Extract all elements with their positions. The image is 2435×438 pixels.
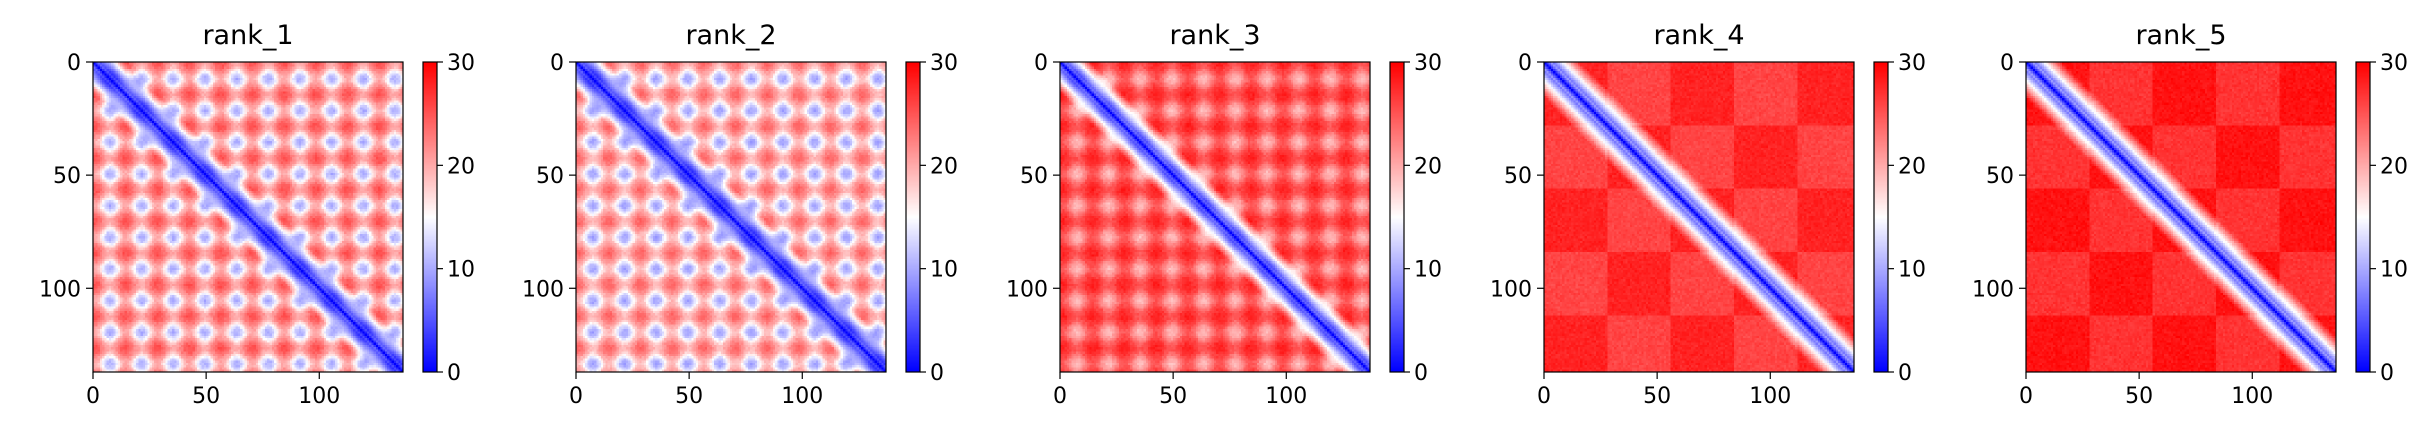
y-tick-label: 50	[53, 164, 81, 189]
colorbar	[906, 62, 920, 372]
colorbar-tick-label: 30	[2380, 51, 2408, 76]
y-tick-label: 100	[1006, 277, 1048, 302]
colorbar-tick-label: 0	[1898, 361, 1912, 386]
y-tick-label: 100	[522, 277, 564, 302]
x-tick-label: 0	[569, 384, 583, 409]
heatmap-panel-4: rank_4 0 50 100 0 50 100 0 10 20 30	[1490, 20, 1926, 409]
x-tick-label: 100	[298, 384, 340, 409]
x-tick-label: 50	[1159, 384, 1187, 409]
x-tick-label: 0	[1053, 384, 1067, 409]
heatmap-image	[576, 62, 886, 372]
colorbar	[2356, 62, 2370, 372]
heatmap-image	[2026, 62, 2336, 372]
colorbar-tick-label: 10	[930, 258, 958, 283]
x-tick-label: 0	[86, 384, 100, 409]
x-tick-label: 100	[781, 384, 823, 409]
y-tick-label: 0	[550, 51, 564, 76]
x-tick-label: 0	[2019, 384, 2033, 409]
heatmap-image	[93, 62, 403, 372]
colorbar-tick-label: 20	[1898, 154, 1926, 179]
colorbar-tick-label: 0	[1414, 361, 1428, 386]
colorbar-tick-label: 30	[447, 51, 475, 76]
y-tick-label: 100	[1972, 277, 2014, 302]
panel-title: rank_1	[202, 20, 293, 51]
colorbar-tick-label: 30	[930, 51, 958, 76]
y-tick-label: 50	[1504, 164, 1532, 189]
x-tick-label: 50	[2125, 384, 2153, 409]
heatmap-image	[1060, 62, 1370, 372]
colorbar-tick-label: 0	[447, 361, 461, 386]
colorbar-tick-label: 20	[1414, 154, 1442, 179]
colorbar-frame	[905, 61, 921, 373]
panel-title: rank_2	[685, 20, 776, 51]
x-tick-label: 50	[675, 384, 703, 409]
colorbar-frame	[1389, 61, 1405, 373]
y-tick-label: 50	[1020, 164, 1048, 189]
plot-frame	[92, 61, 404, 373]
colorbar-tick-label: 0	[930, 361, 944, 386]
x-tick-label: 0	[1537, 384, 1551, 409]
y-tick-label: 0	[67, 51, 81, 76]
panel-title: rank_4	[1653, 20, 1744, 51]
colorbar-frame	[422, 61, 438, 373]
x-tick-label: 100	[2231, 384, 2273, 409]
colorbar-tick-label: 10	[1898, 258, 1926, 283]
heatmap-image	[1544, 62, 1854, 372]
colorbar	[1874, 62, 1888, 372]
y-tick-label: 50	[1986, 164, 2014, 189]
colorbar-tick-label: 20	[2380, 154, 2408, 179]
colorbar-frame	[1873, 61, 1889, 373]
x-tick-label: 100	[1265, 384, 1307, 409]
y-tick-label: 100	[39, 277, 81, 302]
plot-frame	[575, 61, 887, 373]
y-tick-label: 0	[1034, 51, 1048, 76]
colorbar-tick-label: 20	[447, 154, 475, 179]
heatmap-panel-3: rank_3 0 50 100 0 50 100 0 10 20 30	[1006, 20, 1442, 409]
heatmap-panel-2: rank_2 0 50 100 0 50 100 0 10 20 30	[522, 20, 958, 409]
heatmap-panel-5: rank_5 0 50 100 0 50 100 0 10 20 30	[1972, 20, 2408, 409]
colorbar-tick-label: 0	[2380, 361, 2394, 386]
y-tick-label: 100	[1490, 277, 1532, 302]
colorbar-tick-label: 30	[1414, 51, 1442, 76]
heatmap-panel-1: rank_1 0 50 100 0 50 100 0 10 20 30	[39, 20, 475, 409]
y-tick-label: 0	[2000, 51, 2014, 76]
x-tick-label: 50	[1643, 384, 1671, 409]
x-tick-label: 50	[192, 384, 220, 409]
colorbar	[423, 62, 437, 372]
colorbar-tick-label: 10	[2380, 258, 2408, 283]
panel-title: rank_5	[2135, 20, 2226, 51]
y-tick-label: 0	[1518, 51, 1532, 76]
plot-frame	[1543, 61, 1855, 373]
colorbar-tick-label: 10	[447, 258, 475, 283]
x-tick-label: 100	[1749, 384, 1791, 409]
y-tick-label: 50	[536, 164, 564, 189]
plot-frame	[1059, 61, 1371, 373]
panel-title: rank_3	[1169, 20, 1260, 51]
colorbar	[1390, 62, 1404, 372]
colorbar-frame	[2355, 61, 2371, 373]
colorbar-tick-label: 20	[930, 154, 958, 179]
colorbar-tick-label: 10	[1414, 258, 1442, 283]
plot-frame	[2025, 61, 2337, 373]
colorbar-tick-label: 30	[1898, 51, 1926, 76]
